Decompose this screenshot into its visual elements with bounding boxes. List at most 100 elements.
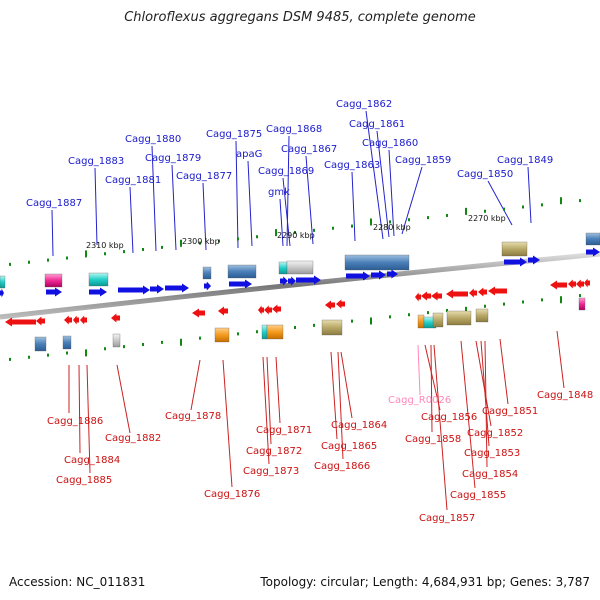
tick-mark (161, 340, 163, 344)
gene-label-cagg-1876[interactable]: Cagg_1876 (204, 489, 260, 500)
scale-label-2300: 2300 kbp (182, 237, 220, 246)
tick-mark (123, 250, 125, 254)
annotation-block (266, 324, 284, 340)
gene-arrow (204, 281, 211, 291)
gene-label-cagg-1850[interactable]: Cagg_1850 (457, 169, 513, 180)
gene-label-cagg-1862[interactable]: Cagg_1862 (336, 99, 392, 110)
tick-mark (313, 228, 315, 232)
gene-label-cagg-1884[interactable]: Cagg_1884 (64, 455, 120, 466)
gene-arrow (296, 275, 321, 285)
gene-label-cagg-1848[interactable]: Cagg_1848 (537, 390, 593, 401)
tick-mark (351, 224, 353, 228)
gene-label-cagg-1885[interactable]: Cagg_1885 (56, 475, 112, 486)
leader-line (247, 160, 253, 247)
gene-label-cagg-1886[interactable]: Cagg_1886 (47, 416, 103, 427)
tick-mark (180, 338, 182, 346)
gene-label-cagg-1857[interactable]: Cagg_1857 (419, 513, 475, 524)
gene-arrow (336, 299, 345, 309)
tick-mark (85, 250, 87, 258)
gene-label-cagg-1863[interactable]: Cagg_1863 (324, 160, 380, 171)
gene-label-cagg-r0026[interactable]: Cagg_R0026 (388, 395, 451, 406)
leader-line (480, 340, 490, 447)
gene-label-cagg-1873[interactable]: Cagg_1873 (243, 466, 299, 477)
gene-label-cagg-1868[interactable]: Cagg_1868 (266, 124, 322, 135)
gene-label-cagg-1861[interactable]: Cagg_1861 (349, 119, 405, 130)
gene-label-cagg-1887[interactable]: Cagg_1887 (26, 198, 82, 209)
tick-mark (85, 349, 87, 357)
tick-mark (579, 199, 581, 203)
gene-arrow (229, 279, 252, 289)
gene-label-cagg-1859[interactable]: Cagg_1859 (395, 155, 451, 166)
gene-arrow (288, 276, 296, 286)
annotation-block (62, 335, 72, 350)
leader-line (337, 351, 344, 460)
gene-arrow (446, 289, 468, 299)
leader-line (151, 145, 157, 252)
gene-label-cagg-1872[interactable]: Cagg_1872 (246, 446, 302, 457)
tick-mark (199, 336, 201, 340)
tick-mark (218, 239, 220, 243)
gene-arrow (504, 257, 527, 267)
leader-line (266, 356, 272, 445)
gene-label-cagg-1855[interactable]: Cagg_1855 (450, 490, 506, 501)
gene-label-cagg-1860[interactable]: Cagg_1860 (362, 138, 418, 149)
gene-label-cagg-1883[interactable]: Cagg_1883 (68, 156, 124, 167)
gene-label-cagg-1858[interactable]: Cagg_1858 (405, 434, 461, 445)
tick-mark (484, 209, 486, 213)
gene-arrow (568, 279, 576, 289)
tick-mark (47, 353, 49, 357)
tick-mark (389, 315, 391, 319)
gene-arrow (258, 305, 264, 315)
gene-label-cagg-1882[interactable]: Cagg_1882 (105, 433, 161, 444)
gene-label-cagg-1849[interactable]: Cagg_1849 (497, 155, 553, 166)
gene-label-cagg-1878[interactable]: Cagg_1878 (165, 411, 221, 422)
gene-label-cagg-1854[interactable]: Cagg_1854 (462, 469, 518, 480)
gene-arrow (5, 317, 36, 327)
annotation-block (578, 297, 586, 311)
gene-label-gmk[interactable]: gmk (268, 187, 290, 198)
leader-line (499, 338, 509, 405)
gene-label-apag[interactable]: apaG (236, 149, 262, 160)
gene-label-cagg-1879[interactable]: Cagg_1879 (145, 153, 201, 164)
tick-mark (294, 325, 296, 329)
leader-line (286, 135, 290, 247)
gene-arrow (36, 316, 45, 326)
leader-line (433, 344, 448, 511)
leader-line (340, 351, 353, 419)
tick-mark (560, 197, 562, 205)
leader-line (279, 198, 284, 247)
gene-arrow (89, 287, 107, 297)
leader-line (365, 110, 384, 240)
gene-label-cagg-1856[interactable]: Cagg_1856 (421, 412, 477, 423)
tick-mark (427, 216, 429, 220)
gene-label-cagg-1866[interactable]: Cagg_1866 (314, 461, 370, 472)
leader-line (129, 186, 134, 254)
leader-line (86, 364, 91, 474)
tick-mark (256, 330, 258, 334)
gene-label-cagg-1880[interactable]: Cagg_1880 (125, 134, 181, 145)
gene-label-cagg-1877[interactable]: Cagg_1877 (176, 171, 232, 182)
leader-line (424, 344, 441, 411)
annotation-block (501, 241, 528, 257)
gene-arrow (0, 288, 4, 298)
scale-label-2280: 2280 kbp (373, 223, 411, 232)
gene-label-cagg-1869[interactable]: Cagg_1869 (258, 166, 314, 177)
leader-line (376, 130, 390, 238)
leader-line (202, 182, 207, 251)
gene-label-cagg-1881[interactable]: Cagg_1881 (105, 175, 161, 186)
annotation-block (321, 319, 343, 336)
gene-label-cagg-1867[interactable]: Cagg_1867 (281, 144, 337, 155)
gene-label-cagg-1865[interactable]: Cagg_1865 (321, 441, 377, 452)
gene-label-cagg-1875[interactable]: Cagg_1875 (206, 129, 262, 140)
tick-mark (294, 230, 296, 234)
gene-label-cagg-1853[interactable]: Cagg_1853 (464, 448, 520, 459)
gene-label-cagg-1851[interactable]: Cagg_1851 (482, 406, 538, 417)
gene-label-cagg-1864[interactable]: Cagg_1864 (331, 420, 387, 431)
leader-line (460, 340, 476, 489)
annotation-block (446, 310, 472, 326)
tick-mark (446, 213, 448, 217)
tick-mark (541, 203, 543, 207)
gene-label-cagg-1852[interactable]: Cagg_1852 (467, 428, 523, 439)
gene-label-cagg-1871[interactable]: Cagg_1871 (256, 425, 312, 436)
tick-mark (9, 357, 11, 361)
